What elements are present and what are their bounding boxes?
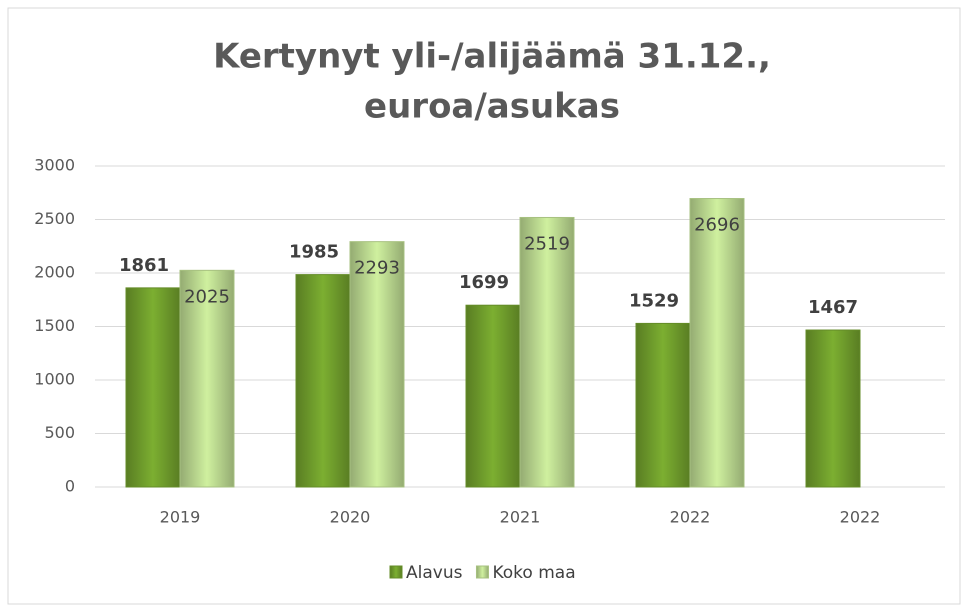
x-tick-label: 2019 (160, 508, 201, 527)
x-tick-label: 2022 (840, 508, 881, 527)
bar (465, 304, 521, 488)
bar (635, 322, 691, 488)
x-tick-label: 2022 (670, 508, 711, 527)
bar (805, 329, 861, 488)
data-label: 1985 (289, 242, 339, 263)
bar (349, 241, 405, 488)
bar (295, 274, 351, 488)
data-label: 2696 (694, 215, 740, 236)
chart-title: euroa/asukas (364, 87, 620, 127)
legend-swatch (475, 565, 489, 579)
data-label: 1467 (808, 297, 858, 318)
y-tick-label: 2500 (34, 209, 75, 228)
bar (689, 198, 745, 488)
data-label: 2025 (184, 286, 230, 307)
legend-label: Koko maa (492, 563, 575, 583)
legend-swatch (389, 565, 403, 579)
y-tick-label: 1000 (34, 370, 75, 389)
data-label: 2519 (524, 233, 570, 254)
y-tick-label: 500 (44, 423, 75, 442)
bar (125, 287, 181, 488)
data-label: 1529 (629, 290, 679, 311)
bar (179, 269, 235, 488)
y-tick-label: 1500 (34, 316, 75, 335)
data-label: 1699 (459, 272, 509, 293)
chart-title: Kertynyt yli-/alijäämä 31.12., (213, 37, 771, 77)
data-label: 2293 (354, 258, 400, 279)
y-tick-label: 0 (65, 477, 75, 496)
data-label: 1861 (119, 255, 169, 276)
y-tick-label: 2000 (34, 263, 75, 282)
x-tick-label: 2021 (500, 508, 541, 527)
y-tick-label: 3000 (34, 156, 75, 175)
bar (519, 216, 575, 488)
legend-label: Alavus (406, 563, 463, 583)
x-tick-label: 2020 (330, 508, 371, 527)
